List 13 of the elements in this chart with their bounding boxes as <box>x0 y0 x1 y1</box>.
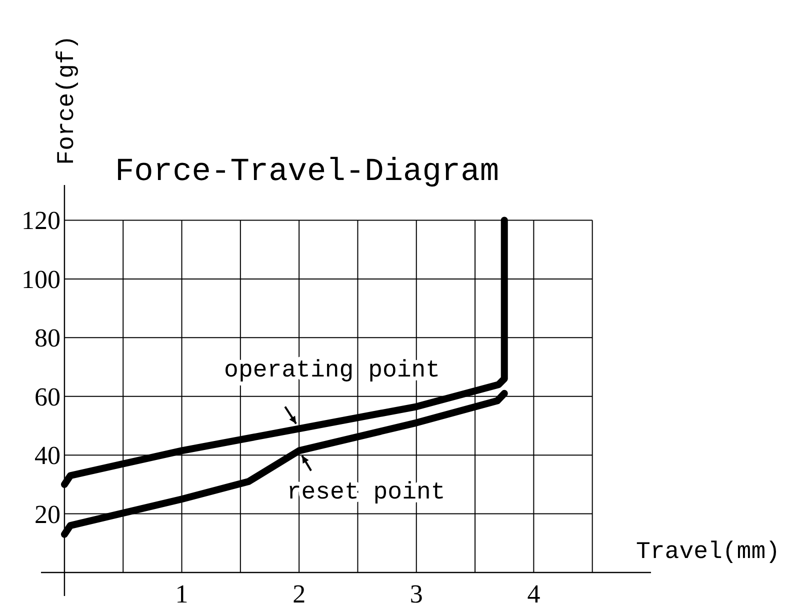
y-tick-label: 20 <box>34 500 60 529</box>
y-axis-title: Force(gf) <box>54 35 81 165</box>
y-tick-label: 40 <box>34 441 60 470</box>
x-tick-label: 1 <box>175 580 188 609</box>
x-tick-label: 2 <box>292 580 306 609</box>
y-tick-label: 60 <box>34 382 60 412</box>
y-tick-label: 120 <box>21 206 60 236</box>
y-tick-label: 80 <box>34 324 60 353</box>
y-tick-label: 100 <box>21 264 60 294</box>
x-tick-label: 4 <box>527 580 540 609</box>
chart-title: Force-Travel-Diagram <box>114 153 500 190</box>
x-axis-title: Travel(mm) <box>636 539 780 566</box>
x-tick-label: 3 <box>410 580 423 609</box>
